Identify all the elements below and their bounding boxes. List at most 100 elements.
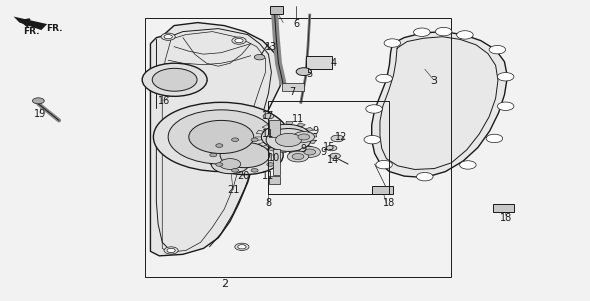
Circle shape	[220, 142, 270, 168]
Circle shape	[235, 243, 249, 250]
Text: 15: 15	[323, 142, 335, 153]
Text: 5: 5	[307, 69, 313, 79]
Circle shape	[304, 149, 316, 155]
Polygon shape	[262, 125, 271, 129]
Text: 18: 18	[500, 213, 512, 223]
Text: 7: 7	[289, 87, 295, 97]
Circle shape	[211, 154, 249, 174]
Bar	[269, 176, 280, 184]
Text: 2: 2	[221, 279, 228, 290]
Circle shape	[142, 63, 207, 96]
Polygon shape	[372, 32, 507, 178]
Text: 16: 16	[158, 96, 170, 106]
Bar	[270, 6, 283, 14]
Circle shape	[273, 130, 299, 144]
Circle shape	[364, 135, 381, 144]
Circle shape	[292, 154, 304, 160]
Circle shape	[232, 37, 246, 44]
Circle shape	[384, 39, 401, 47]
Circle shape	[206, 135, 283, 175]
Circle shape	[326, 145, 337, 151]
Polygon shape	[309, 140, 316, 144]
Circle shape	[376, 160, 392, 169]
Circle shape	[235, 39, 243, 43]
Polygon shape	[301, 145, 310, 149]
Polygon shape	[279, 149, 286, 153]
Polygon shape	[291, 148, 300, 152]
Circle shape	[168, 110, 274, 164]
Circle shape	[210, 153, 217, 157]
Circle shape	[497, 102, 514, 110]
Circle shape	[164, 35, 172, 39]
Circle shape	[161, 33, 175, 40]
Circle shape	[251, 169, 258, 172]
Circle shape	[489, 45, 506, 54]
Text: 13: 13	[266, 42, 277, 52]
Polygon shape	[310, 133, 317, 137]
Polygon shape	[256, 130, 264, 134]
Text: 11: 11	[263, 171, 274, 181]
Circle shape	[417, 172, 433, 181]
Circle shape	[238, 245, 246, 249]
Polygon shape	[258, 142, 267, 147]
Text: FR.: FR.	[46, 24, 63, 33]
Circle shape	[293, 132, 314, 142]
Text: 11: 11	[263, 129, 274, 139]
Circle shape	[251, 138, 258, 141]
Circle shape	[460, 161, 476, 169]
Text: 19: 19	[34, 109, 46, 119]
Circle shape	[330, 153, 340, 159]
Text: 4: 4	[330, 58, 336, 68]
Text: 18: 18	[384, 198, 395, 208]
Circle shape	[497, 73, 514, 81]
Text: 12: 12	[335, 132, 347, 142]
Circle shape	[216, 144, 223, 147]
Bar	[145, 18, 451, 277]
Circle shape	[267, 144, 274, 147]
Polygon shape	[14, 17, 47, 30]
Circle shape	[254, 54, 265, 60]
Circle shape	[435, 27, 452, 36]
Bar	[282, 83, 304, 91]
Circle shape	[152, 68, 197, 91]
Text: 20: 20	[237, 171, 249, 181]
Circle shape	[263, 113, 274, 119]
Circle shape	[486, 134, 503, 143]
Polygon shape	[297, 123, 305, 127]
Bar	[493, 204, 514, 212]
Circle shape	[376, 74, 392, 83]
Circle shape	[219, 159, 241, 169]
Circle shape	[189, 120, 254, 154]
Circle shape	[298, 134, 310, 140]
Circle shape	[414, 28, 430, 36]
Polygon shape	[255, 137, 262, 141]
Circle shape	[366, 105, 382, 113]
Circle shape	[287, 151, 309, 162]
Circle shape	[164, 247, 178, 254]
Circle shape	[276, 133, 301, 147]
Polygon shape	[286, 121, 293, 125]
Circle shape	[457, 31, 473, 39]
Polygon shape	[267, 147, 276, 151]
Circle shape	[32, 98, 44, 104]
Text: 8: 8	[266, 198, 271, 208]
Circle shape	[216, 163, 223, 166]
Text: 21: 21	[227, 185, 239, 195]
Circle shape	[331, 135, 344, 142]
Text: 9: 9	[301, 144, 307, 154]
Bar	[372, 186, 393, 194]
Circle shape	[299, 147, 320, 157]
Text: 10: 10	[268, 153, 280, 163]
Circle shape	[266, 129, 311, 151]
Circle shape	[273, 153, 280, 157]
Polygon shape	[306, 127, 314, 132]
Circle shape	[296, 68, 312, 76]
Circle shape	[231, 138, 238, 141]
Text: 6: 6	[293, 19, 299, 29]
Circle shape	[261, 124, 311, 150]
Polygon shape	[273, 122, 281, 126]
Text: 9: 9	[320, 147, 326, 157]
Text: 14: 14	[327, 154, 339, 165]
Circle shape	[231, 169, 238, 172]
Circle shape	[167, 248, 175, 253]
